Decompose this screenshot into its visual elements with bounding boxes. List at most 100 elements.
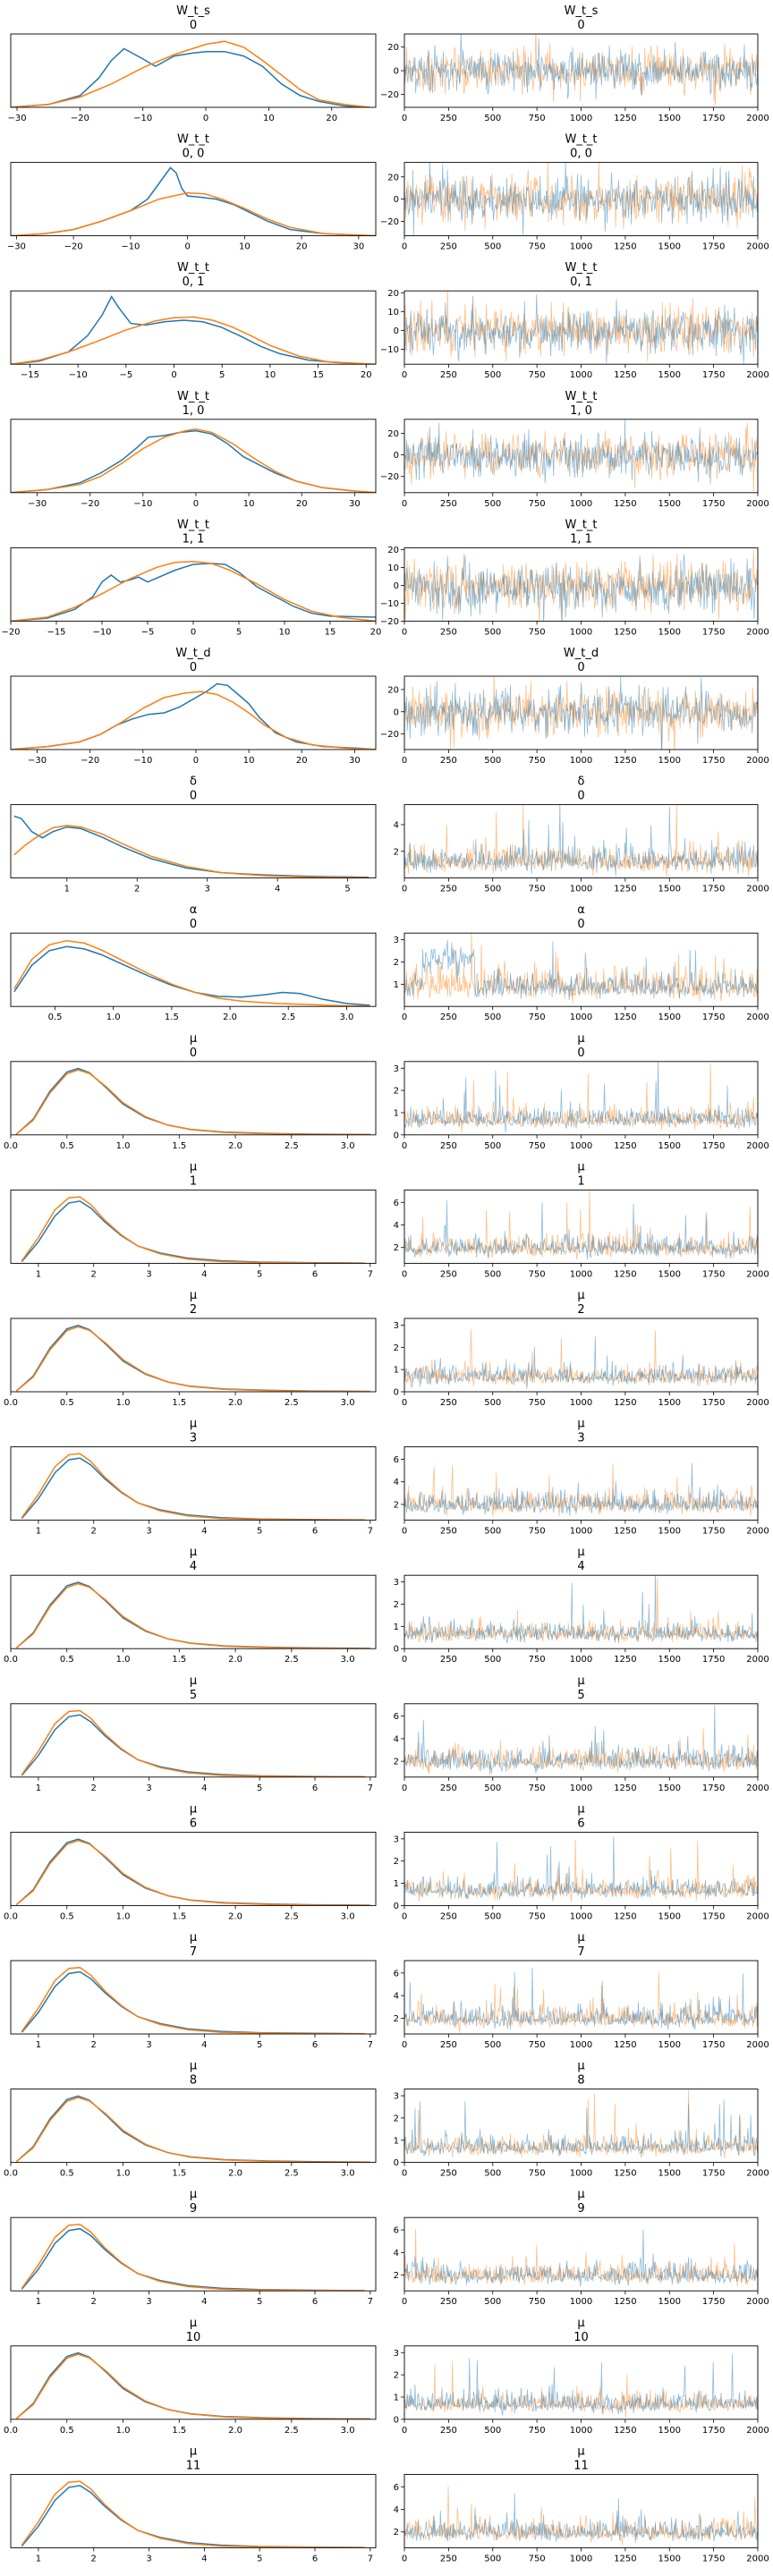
trace-line-chain-0 <box>404 554 758 622</box>
x-tick-label: 1000 <box>570 885 592 894</box>
x-tick-label: 2 <box>91 1784 97 1793</box>
y-tick-label: 0 <box>394 1388 399 1398</box>
x-tick-label: 7 <box>368 2297 373 2307</box>
x-tick-label: −10 <box>92 627 111 637</box>
x-tick-label: 750 <box>529 885 546 894</box>
panel-title: μ <box>577 2188 584 2201</box>
x-tick-label: 4 <box>201 1527 207 1537</box>
plot-area <box>21 1709 365 1777</box>
panel-subtitle: 0 <box>190 661 197 674</box>
x-tick-label: 1750 <box>702 885 725 894</box>
trace-line-chain-0 <box>404 1061 758 1133</box>
x-tick-label: 750 <box>529 1655 546 1665</box>
axes-frame <box>10 290 377 365</box>
plot-area <box>11 560 376 622</box>
panel-subtitle: 6 <box>190 1817 197 1830</box>
x-tick-label: 1 <box>36 2554 41 2563</box>
x-tick-label: 20 <box>326 114 337 123</box>
x-tick-label: 10 <box>243 756 255 766</box>
y-tick-label: 6 <box>394 1199 399 1208</box>
axes-frame <box>10 2216 377 2292</box>
plot-area <box>13 939 370 1007</box>
kde-panel-15: μ71 2 3 4 5 6 7 <box>10 1931 377 2050</box>
y-tick-label: 20 <box>387 685 399 695</box>
trace-line-chain-1 <box>404 1063 758 1134</box>
x-tick-label: 1000 <box>570 1013 592 1022</box>
kde-line-chain-1 <box>21 1453 365 1521</box>
x-tick-label: 2000 <box>746 2426 769 2436</box>
trace-panel-5: W_t_d00 250 500 750 1000 1250 1500 1750 2000−200… <box>380 647 769 766</box>
plot-area <box>404 1329 758 1389</box>
x-tick-label: 1000 <box>570 2554 592 2563</box>
x-tick-label: 1750 <box>702 499 725 509</box>
trace-line-chain-0 <box>404 676 758 750</box>
kde-line-chain-0 <box>21 1200 365 1264</box>
panel-title: μ <box>577 1802 584 1816</box>
x-tick-label: 1 <box>36 2297 41 2307</box>
x-tick-label: 1 <box>36 1527 41 1537</box>
y-tick-label: 3 <box>394 1321 399 1331</box>
x-tick-label: 0.5 <box>48 1013 63 1022</box>
x-tick-label: 1500 <box>658 2554 681 2563</box>
x-tick-label: 2.0 <box>228 1655 242 1665</box>
kde-line-chain-0 <box>13 945 370 1006</box>
x-tick-label: 1500 <box>658 2169 681 2179</box>
trace-line-chain-1 <box>404 1329 758 1386</box>
panel-subtitle: 9 <box>190 2202 197 2216</box>
panel-title: μ <box>577 1032 584 1046</box>
trace-line-chain-0 <box>404 1335 758 1389</box>
trace-line-chain-0 <box>404 2353 758 2416</box>
x-tick-label: 0 <box>184 242 190 252</box>
trace-line-chain-0 <box>404 2099 758 2158</box>
x-tick-label: 0.0 <box>4 2169 18 2179</box>
panel-subtitle: 0 <box>190 19 197 32</box>
x-tick-label: 6 <box>312 2554 318 2563</box>
x-tick-label: 1750 <box>702 756 725 766</box>
panel-subtitle: 1 <box>190 1174 197 1188</box>
x-tick-label: 1750 <box>702 1655 725 1665</box>
x-tick-label: 0 <box>402 885 407 894</box>
x-tick-label: 2.5 <box>285 1141 299 1151</box>
x-tick-label: 2000 <box>746 370 769 380</box>
x-tick-label: 1750 <box>702 2169 725 2179</box>
x-tick-label: 2.0 <box>228 1398 242 1408</box>
y-tick-label: −20 <box>380 217 399 227</box>
trace-line-chain-0 <box>404 1462 758 1516</box>
panel-subtitle: 8 <box>190 2074 197 2088</box>
y-tick-label: 0 <box>394 2158 399 2168</box>
panel-title: μ <box>577 2317 584 2330</box>
x-tick-label: 1500 <box>658 370 681 380</box>
x-tick-label: 5 <box>236 627 242 637</box>
x-tick-label: 0 <box>402 370 407 380</box>
x-tick-label: 1 <box>36 1269 41 1279</box>
x-tick-label: 2 <box>91 1527 97 1537</box>
x-tick-label: 1750 <box>702 1398 725 1408</box>
x-tick-label: 0 <box>402 2426 407 2436</box>
x-tick-label: 2 <box>91 1269 97 1279</box>
x-tick-label: 0 <box>193 756 199 766</box>
plot-area <box>21 2224 365 2292</box>
x-tick-label: 30 <box>353 242 365 252</box>
panel-title: W_t_t <box>565 390 597 403</box>
panel-title: μ <box>577 1418 584 1431</box>
x-tick-label: 500 <box>484 1655 501 1665</box>
x-tick-label: 0.5 <box>60 2426 74 2436</box>
kde-line-chain-0 <box>11 47 370 107</box>
trace-line-chain-0 <box>404 804 758 877</box>
x-tick-label: 500 <box>484 1398 501 1408</box>
panel-title: μ <box>190 2060 197 2073</box>
panel-title: δ <box>190 775 197 789</box>
x-tick-label: 1250 <box>614 2554 636 2563</box>
y-tick-label: 20 <box>387 289 399 299</box>
x-tick-label: 30 <box>349 499 361 509</box>
kde-line-chain-0 <box>15 1581 370 1649</box>
x-tick-label: 1750 <box>702 1784 725 1793</box>
x-tick-label: 500 <box>484 499 501 509</box>
trace-line-chain-1 <box>404 1463 758 1517</box>
x-tick-label: 250 <box>440 1655 457 1665</box>
x-tick-label: 0 <box>402 2169 407 2179</box>
x-tick-label: 10 <box>239 242 251 252</box>
x-tick-label: 250 <box>440 2169 457 2179</box>
